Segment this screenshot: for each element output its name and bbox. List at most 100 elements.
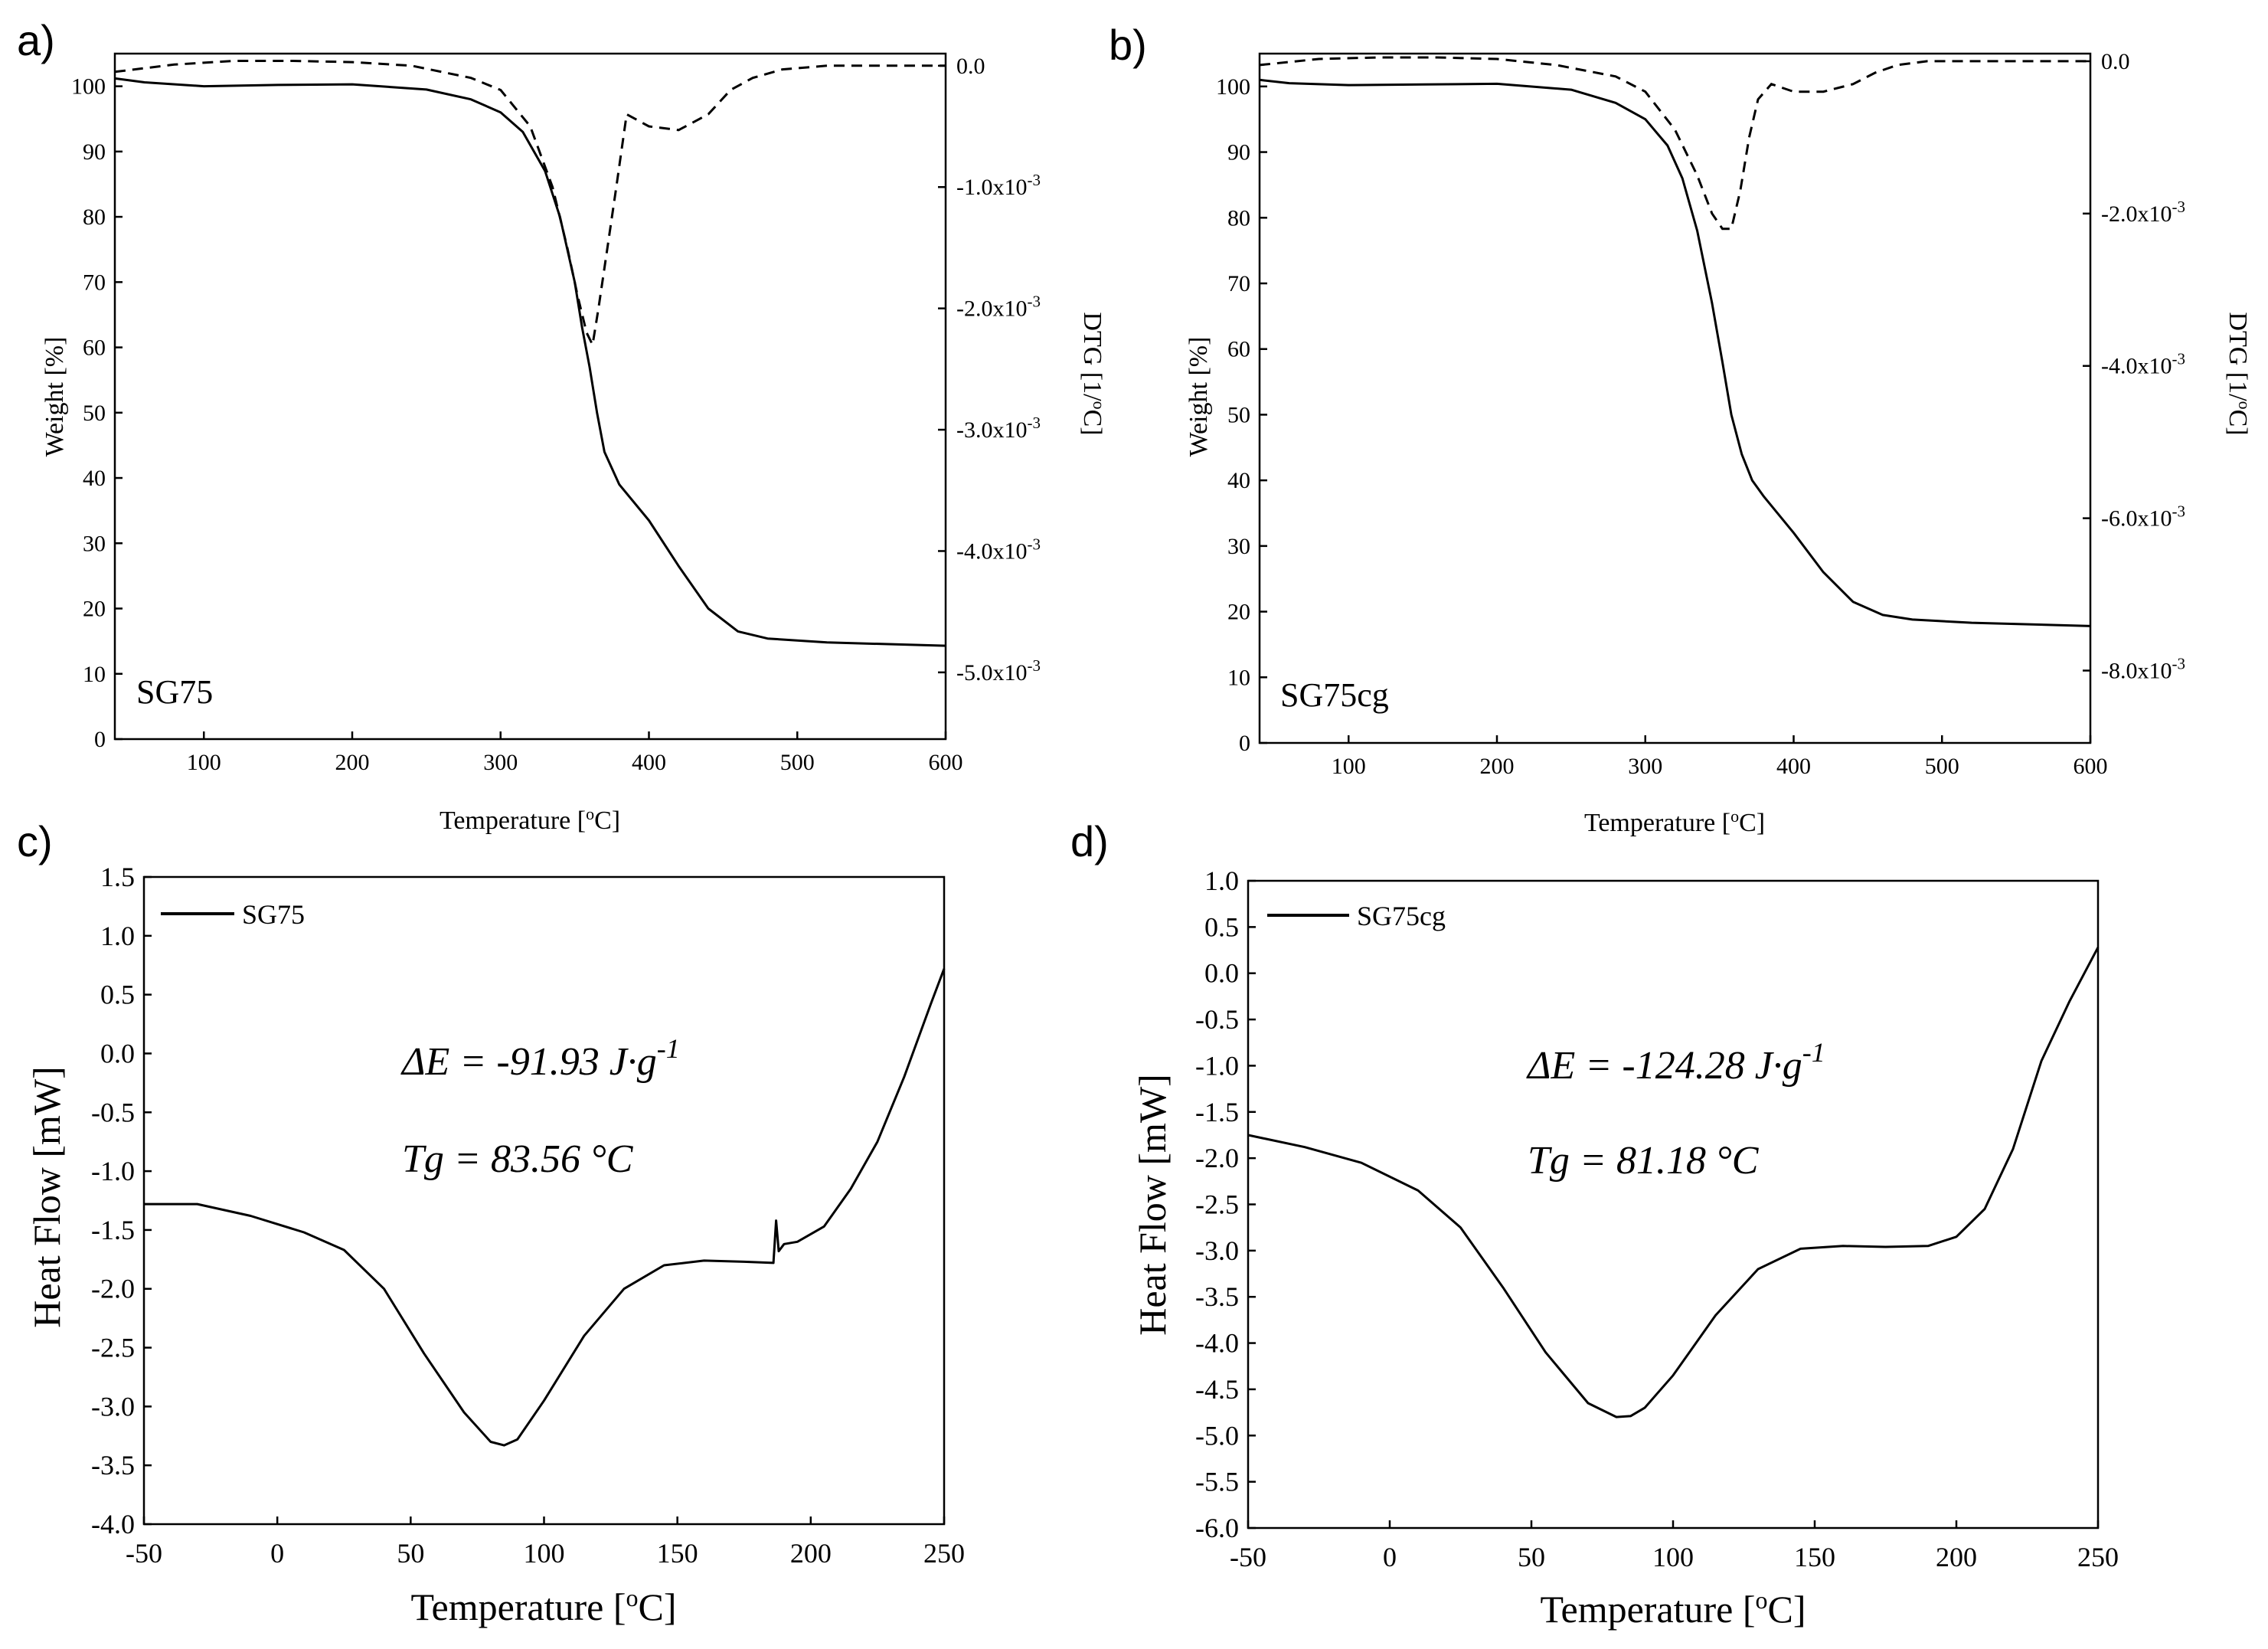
panel-b-y-tick-label: 70 — [1227, 271, 1250, 296]
panel-a-weight-curve — [114, 77, 946, 647]
panel-c-y-tick-label: -0.5 — [91, 1097, 135, 1127]
panel-b-x-tick-label: 500 — [1925, 754, 1959, 779]
panel-b-x-tick-label: 200 — [1480, 754, 1515, 779]
panel-b-y-tick-label: 40 — [1227, 468, 1250, 493]
panel-b-weight-curve — [1259, 78, 2091, 627]
panel-b-letter: b) — [1109, 21, 1147, 69]
panel-d-x-tick-label: 0 — [1383, 1542, 1397, 1572]
panel-b-x-tick-label: 100 — [1332, 754, 1366, 779]
panel-d-x-tick-label: -50 — [1230, 1542, 1266, 1572]
panel-b-y2-tick-label: -4.0x10-3 — [2101, 350, 2185, 379]
panel-c-x-tick-label: 50 — [397, 1538, 424, 1569]
panel-a-letter: a) — [17, 16, 55, 64]
panel-c-x-ticks: -50 0 50 100 150 200 250 — [126, 1516, 965, 1569]
panel-a-y-tick-label: 90 — [83, 139, 106, 165]
panel-a-series — [114, 60, 946, 647]
panel-b-y-tick-label: 0 — [1239, 731, 1250, 756]
panel-b-y2-ticks: 0.0 -2.0x10-3 -4.0x10-3 -6.0x10-3 -8.0x10-3 — [2083, 49, 2185, 684]
panel-c-y-tick-label: 1.5 — [100, 862, 135, 892]
panel-a-y-tick-label: 100 — [71, 74, 106, 100]
panel-a-x-tick-label: 300 — [483, 750, 518, 775]
panel-b-y-ticks: 0 10 20 30 40 50 60 70 80 90 100 — [1216, 74, 1267, 756]
panel-a-x-axis-title: Temperature [oC] — [440, 804, 620, 835]
panel-a-y-axis-title: Weight [%] — [41, 337, 69, 457]
panel-a: a) 100 200 300 400 500 600 0 10 20 30 40 50 60 70 80 9… — [17, 16, 1109, 835]
panel-d-y-ticks: 1.0 0.5 0.0 -0.5 -1.0 -1.5 -2.0 -2.5 -3.0 -3.5 -4.… — [1195, 865, 1256, 1543]
panel-c-x-tick-label: 200 — [790, 1538, 832, 1569]
panel-c-plot-frame — [142, 875, 946, 1526]
panel-c-x-axis-title: Temperature [oC] — [410, 1584, 676, 1628]
panel-c-y-tick-label: -2.5 — [91, 1333, 135, 1363]
panel-b-x-tick-label: 600 — [2074, 754, 2108, 779]
panel-b-plot-frame — [1258, 52, 2092, 744]
panel-d-x-ticks: -50 0 50 100 150 200 250 — [1230, 1520, 2119, 1572]
panel-b-y-tick-label: 50 — [1227, 402, 1250, 427]
panel-c-y-tick-label: -2.0 — [91, 1274, 135, 1304]
panel-b-x-ticks: 100 200 300 400 500 600 — [1332, 735, 2108, 779]
panel-d-y-axis-title: Heat Flow [mW] — [1131, 1074, 1174, 1336]
panel-a-x-ticks: 100 200 300 400 500 600 — [187, 731, 963, 775]
panel-a-x-tick-label: 100 — [187, 750, 221, 775]
panel-b-y-tick-label: 90 — [1227, 140, 1250, 165]
panel-d: d) -50 0 50 100 150 200 250 1.0 0.5 0.0 -0.5 -1.0 -… — [1070, 817, 2119, 1631]
panel-b-sample-label: SG75cg — [1280, 676, 1389, 714]
panel-d-y-tick-label: -3.5 — [1195, 1281, 1239, 1312]
panel-c-y-tick-label: -1.5 — [91, 1215, 135, 1245]
panel-a-y-ticks: 0 10 20 30 40 50 60 70 80 90 100 — [71, 74, 123, 752]
panel-b-y2-axis-title: DTG [1/oC] — [2224, 312, 2254, 435]
panel-d-y-tick-label: -5.5 — [1195, 1467, 1239, 1497]
panel-b-y-axis-title: Weight [%] — [1185, 337, 1213, 457]
panel-d-y-tick-label: -4.0 — [1195, 1328, 1239, 1359]
panel-c-x-tick-label: 0 — [270, 1538, 284, 1569]
panel-a-x-tick-label: 400 — [632, 750, 666, 775]
panel-a-plot-frame — [113, 52, 947, 741]
panel-d-x-tick-label: 50 — [1518, 1542, 1545, 1572]
panel-d-y-tick-label: -4.5 — [1195, 1374, 1239, 1405]
panel-b-y-tick-label: 20 — [1227, 600, 1250, 625]
panel-d-legend-label: SG75cg — [1357, 901, 1446, 931]
panel-c: c) -50 0 50 100 150 200 250 1.5 1.0 0.5 0.0 -0.5 -1… — [17, 817, 965, 1628]
panel-c-letter: c) — [17, 817, 53, 865]
panel-c-x-tick-label: 250 — [923, 1538, 965, 1569]
panel-b-y-tick-label: 60 — [1227, 337, 1250, 362]
panel-d-y-tick-label: 0.5 — [1204, 911, 1239, 942]
panel-c-sg75-curve — [144, 968, 946, 1447]
panel-c-y-axis-title: Heat Flow [mW] — [25, 1066, 68, 1328]
panel-c-y-tick-label: 0.0 — [100, 1038, 135, 1068]
panel-a-y2-tick-label: -3.0x10-3 — [956, 414, 1041, 443]
panel-b-y-tick-label: 100 — [1216, 74, 1250, 100]
panel-c-y-tick-label: 0.5 — [100, 980, 135, 1010]
panel-a-y-tick-label: 30 — [83, 531, 106, 556]
panel-a-y2-tick-label: -2.0x10-3 — [956, 293, 1041, 322]
panel-d-x-axis-title: Temperature [oC] — [1540, 1586, 1806, 1631]
panel-a-y-tick-label: 20 — [83, 597, 106, 622]
panel-a-y-tick-label: 40 — [83, 466, 106, 491]
panel-d-y-tick-label: 1.0 — [1204, 865, 1239, 896]
panel-b-y2-tick-label: -6.0x10-3 — [2101, 502, 2185, 532]
panel-d-y-tick-label: -2.0 — [1195, 1143, 1239, 1173]
panel-b-x-tick-label: 300 — [1628, 754, 1662, 779]
panel-b-y2-tick-label: -2.0x10-3 — [2101, 198, 2185, 227]
panel-b-y-tick-label: 10 — [1227, 665, 1250, 690]
panel-a-y2-tick-label: -4.0x10-3 — [956, 535, 1041, 564]
panel-d-series — [1247, 947, 2100, 1418]
panel-a-y2-ticks: 0.0 -1.0x10-3 -2.0x10-3 -3.0x10-3 -4.0x10-3 -… — [938, 54, 1041, 685]
panel-a-y2-tick-label: -1.0x10-3 — [956, 171, 1041, 200]
panel-a-y-tick-label: 10 — [83, 662, 106, 687]
panel-b-y2-tick-label: 0.0 — [2101, 49, 2130, 74]
panel-c-legend-label: SG75 — [242, 899, 305, 930]
panel-c-x-tick-label: -50 — [126, 1538, 162, 1569]
panel-a-dtg-curve — [114, 60, 946, 349]
panel-c-delta-e-annotation: ΔE = -91.93 J·g-1 — [400, 1033, 680, 1084]
panel-c-x-tick-label: 100 — [524, 1538, 565, 1569]
panel-d-y-tick-label: -1.5 — [1195, 1097, 1239, 1127]
panel-d-x-tick-label: 150 — [1794, 1542, 1835, 1572]
panel-d-delta-e-annotation: ΔE = -124.28 J·g-1 — [1526, 1037, 1825, 1088]
panel-c-y-tick-label: -3.0 — [91, 1391, 135, 1422]
panel-a-y-tick-label: 60 — [83, 335, 106, 361]
panel-b-x-axis-title: Temperature [oC] — [1584, 807, 1765, 837]
panel-b-y-tick-label: 30 — [1227, 534, 1250, 559]
panel-d-y-tick-label: -1.0 — [1195, 1050, 1239, 1081]
panel-d-letter: d) — [1070, 817, 1109, 865]
